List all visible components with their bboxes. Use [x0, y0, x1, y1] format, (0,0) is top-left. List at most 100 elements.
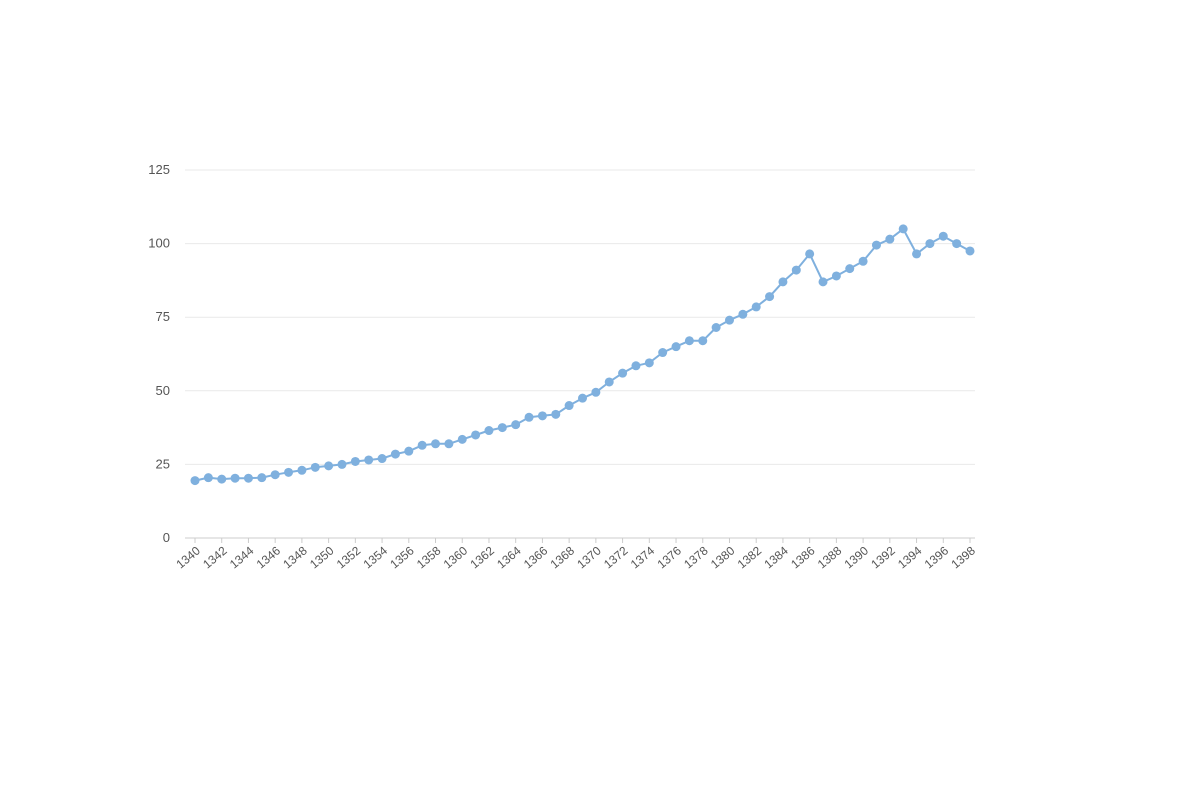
data-point[interactable]	[671, 342, 681, 352]
data-point[interactable]	[791, 265, 801, 275]
y-axis-ticks: 0 25 50 75 100 125	[148, 162, 170, 545]
data-point[interactable]	[912, 249, 922, 259]
data-point[interactable]	[524, 412, 534, 422]
x-tick-label: 1394	[895, 543, 925, 571]
data-point[interactable]	[965, 246, 975, 256]
data-point[interactable]	[578, 393, 587, 403]
x-tick-label: 1372	[601, 543, 631, 571]
x-tick-label: 1378	[681, 543, 711, 571]
data-point[interactable]	[551, 409, 561, 419]
x-tick-label: 1366	[521, 543, 551, 571]
data-point[interactable]	[404, 446, 414, 456]
data-point[interactable]	[604, 377, 614, 387]
data-point[interactable]	[537, 411, 547, 421]
data-point[interactable]	[564, 401, 574, 411]
y-tick-label: 75	[156, 309, 170, 324]
data-point[interactable]	[818, 277, 828, 287]
data-point[interactable]	[831, 271, 841, 281]
x-tick-label: 1340	[173, 543, 203, 571]
data-point[interactable]	[337, 459, 347, 469]
data-point[interactable]	[511, 420, 521, 430]
x-tick-label: 1374	[628, 543, 658, 571]
x-tick-label: 1346	[254, 543, 284, 571]
x-tick-label: 1376	[655, 543, 685, 571]
data-point[interactable]	[270, 470, 280, 480]
x-tick-label: 1356	[387, 543, 417, 571]
data-point[interactable]	[297, 465, 307, 475]
data-point[interactable]	[417, 440, 427, 450]
x-tick-label: 1362	[467, 543, 497, 571]
x-tick-label: 1386	[788, 543, 818, 571]
x-tick-label: 1398	[948, 543, 978, 571]
data-point[interactable]	[230, 473, 240, 483]
x-tick-label: 1370	[574, 543, 604, 571]
gridlines	[185, 169, 975, 539]
x-tick-label: 1348	[280, 543, 310, 571]
data-point[interactable]	[711, 323, 721, 333]
data-point[interactable]	[350, 456, 360, 466]
x-tick-label: 1368	[548, 543, 578, 571]
data-point[interactable]	[871, 240, 881, 250]
data-point[interactable]	[751, 302, 761, 312]
data-point[interactable]	[738, 309, 748, 319]
x-tick-label: 1358	[414, 543, 444, 571]
data-point[interactable]	[377, 454, 387, 464]
data-point[interactable]	[243, 473, 253, 483]
x-tick-label: 1354	[361, 543, 391, 571]
x-tick-label: 1388	[815, 543, 845, 571]
y-tick-label: 0	[163, 530, 170, 545]
data-point[interactable]	[390, 449, 400, 459]
data-point[interactable]	[364, 455, 374, 465]
data-point[interactable]	[284, 467, 294, 477]
data-point[interactable]	[471, 430, 481, 440]
data-point[interactable]	[631, 361, 641, 371]
data-point[interactable]	[938, 231, 948, 241]
x-axis-ticks: 1340134213441346134813501352135413561358…	[173, 538, 978, 571]
x-tick-label: 1380	[708, 543, 738, 571]
data-point[interactable]	[203, 473, 213, 483]
y-tick-label: 125	[148, 162, 170, 177]
data-point[interactable]	[765, 292, 775, 302]
data-point[interactable]	[190, 476, 200, 486]
data-point[interactable]	[724, 315, 734, 325]
y-tick-label: 50	[156, 383, 170, 398]
data-point[interactable]	[778, 277, 788, 287]
x-tick-label: 1352	[334, 543, 364, 571]
data-point[interactable]	[805, 249, 815, 259]
x-tick-label: 1382	[735, 543, 765, 571]
data-point[interactable]	[858, 256, 868, 266]
data-point[interactable]	[925, 239, 935, 249]
data-point[interactable]	[497, 423, 507, 433]
series-layer	[190, 224, 975, 486]
data-point[interactable]	[885, 234, 895, 244]
x-tick-label: 1344	[227, 543, 257, 571]
data-point[interactable]	[310, 462, 320, 472]
data-point[interactable]	[324, 461, 334, 471]
x-tick-label: 1360	[441, 543, 471, 571]
data-point[interactable]	[684, 336, 694, 346]
data-point[interactable]	[457, 434, 467, 444]
data-point[interactable]	[845, 264, 855, 274]
data-point[interactable]	[618, 368, 628, 378]
y-tick-label: 100	[148, 236, 170, 251]
y-tick-label: 25	[156, 456, 170, 471]
data-point[interactable]	[444, 439, 454, 449]
x-tick-label: 1342	[200, 543, 230, 571]
data-point[interactable]	[952, 239, 962, 249]
data-point[interactable]	[698, 336, 708, 346]
data-point[interactable]	[217, 474, 227, 484]
data-point[interactable]	[591, 387, 601, 397]
data-point[interactable]	[644, 358, 654, 368]
data-point[interactable]	[431, 439, 441, 449]
data-point[interactable]	[898, 224, 908, 234]
x-tick-label: 1364	[494, 543, 524, 571]
x-tick-label: 1396	[922, 543, 952, 571]
x-tick-label: 1390	[842, 543, 872, 571]
x-tick-label: 1350	[307, 543, 337, 571]
data-point[interactable]	[658, 348, 668, 358]
data-point[interactable]	[257, 473, 267, 483]
x-tick-label: 1392	[868, 543, 898, 571]
data-point[interactable]	[484, 426, 494, 436]
